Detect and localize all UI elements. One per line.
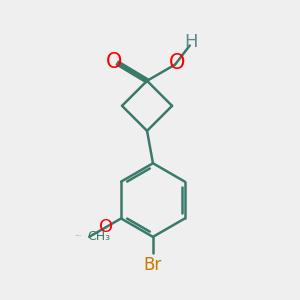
Text: Br: Br: [144, 256, 162, 274]
Text: O: O: [99, 218, 113, 236]
Text: CH₃: CH₃: [88, 230, 111, 243]
Text: O: O: [106, 52, 122, 72]
Text: O: O: [169, 53, 186, 73]
Text: H: H: [184, 33, 198, 51]
Text: methoxy: methoxy: [76, 235, 82, 236]
